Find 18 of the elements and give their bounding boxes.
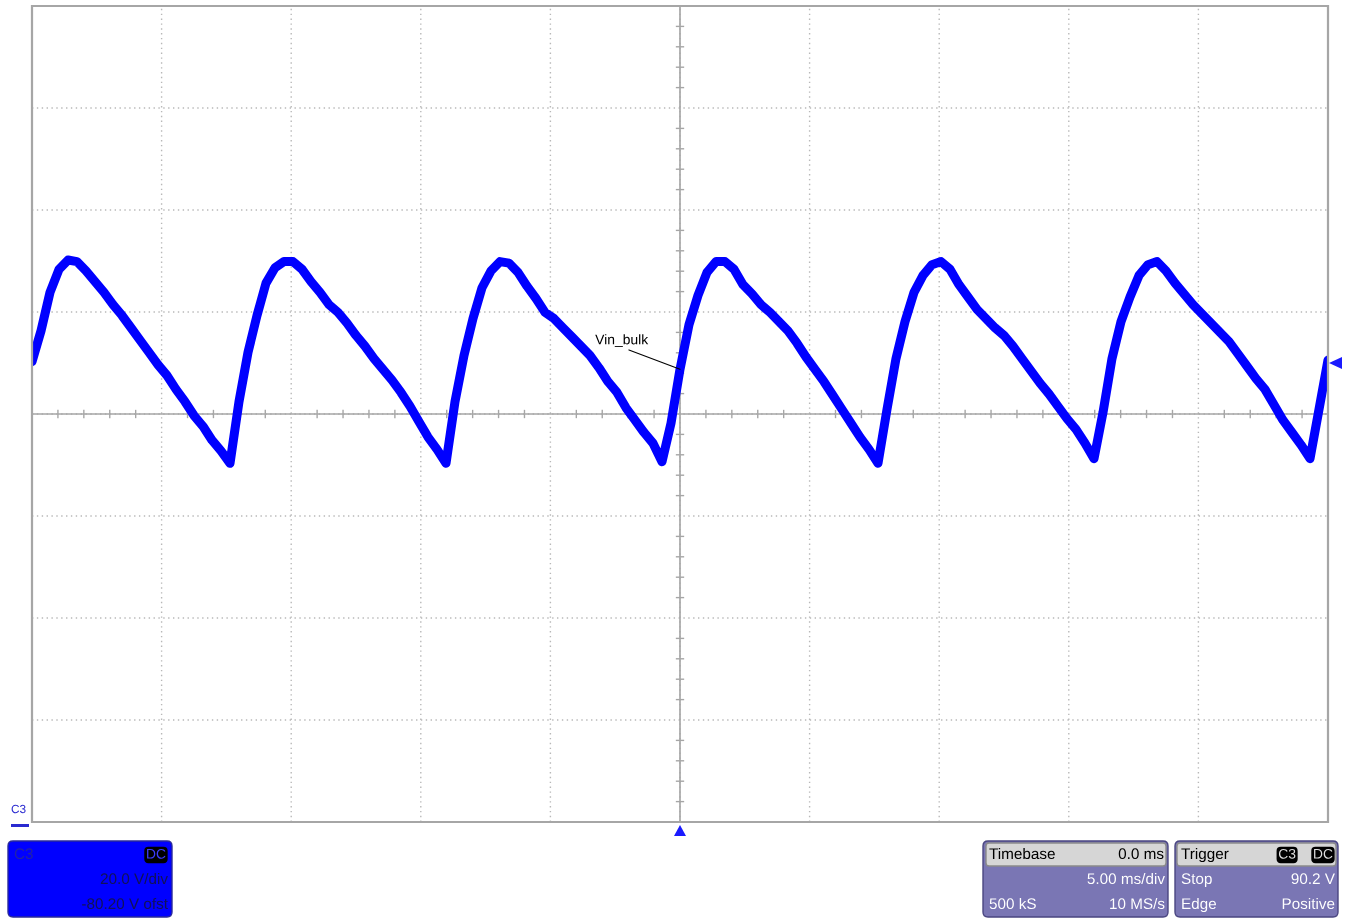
text: Trigger xyxy=(1181,847,1229,863)
text: 500 kS xyxy=(989,897,1036,910)
text: C3 xyxy=(14,848,33,860)
text: -80.20 V ofst xyxy=(82,897,168,910)
text: DC xyxy=(1314,848,1333,859)
text: Stop xyxy=(1181,873,1212,888)
text: 0.0 ms xyxy=(1118,848,1164,860)
text: 90.2 V xyxy=(1291,873,1335,885)
series-label: Vin_bulk xyxy=(595,334,649,348)
text: Edge xyxy=(1182,897,1216,913)
text: Timebase xyxy=(989,847,1055,860)
text: C3 xyxy=(11,804,26,814)
text: 5.00 ms/div xyxy=(1087,872,1165,885)
text: C3 xyxy=(1278,848,1296,859)
text: DC xyxy=(147,848,166,859)
text: 10 MS/s xyxy=(1110,897,1165,910)
text: Positive xyxy=(1282,897,1335,910)
text: 20.0 V/div xyxy=(100,872,168,885)
